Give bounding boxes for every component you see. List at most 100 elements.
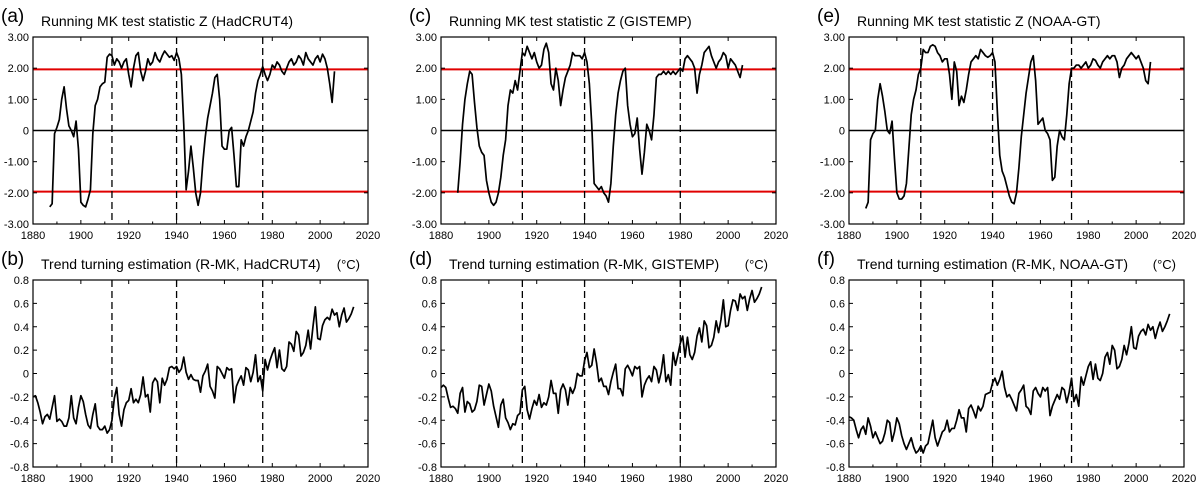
- x-tick-label: 1940: [164, 230, 188, 242]
- y-tick-label: 2.00: [8, 63, 29, 75]
- x-tick-label: 2000: [716, 230, 740, 242]
- panel-title: Trend turning estimation (R-MK, GISTEMP): [449, 256, 719, 272]
- y-tick-label: -0.4: [418, 415, 437, 427]
- x-tick-label: 1960: [620, 473, 644, 485]
- x-tick-label: 1920: [524, 473, 548, 485]
- plot-frame: [32, 279, 369, 468]
- y-tick-label: 0.4: [14, 322, 29, 334]
- unit-label: (°C): [1153, 257, 1176, 272]
- y-tick-label: -0.2: [826, 392, 845, 404]
- x-tick-label: 1880: [429, 473, 453, 485]
- y-tick-label: -3.00: [4, 219, 29, 231]
- y-tick-label: 1.00: [416, 94, 437, 106]
- y-tick-label: -0.4: [10, 415, 29, 427]
- x-tick-label: 1960: [212, 473, 236, 485]
- x-tick-label: 2000: [1124, 473, 1148, 485]
- panel-letter: (e): [817, 6, 840, 27]
- x-tick-label: 1980: [668, 473, 692, 485]
- x-tick-label: 1900: [885, 473, 909, 485]
- x-tick-label: 2020: [356, 230, 380, 242]
- x-tick-label: 1900: [477, 473, 501, 485]
- y-tick-label: -0.8: [10, 462, 29, 474]
- x-tick-label: 2000: [308, 230, 332, 242]
- plot-frame: [848, 36, 1185, 225]
- panel-d: (d) Trend turning estimation (R-MK, GISTE…: [409, 249, 788, 485]
- x-tick-label: 1880: [21, 473, 45, 485]
- panel-title: Running MK test statistic Z (HadCRUT4): [41, 13, 293, 29]
- plot-frame: [440, 279, 777, 468]
- y-tick-label: 0: [23, 126, 29, 138]
- panel-c: (c) Running MK test statistic Z (GISTEMP)…: [409, 6, 788, 242]
- y-tick-label: 3.00: [416, 32, 437, 44]
- y-tick-label: 2.00: [416, 63, 437, 75]
- y-tick-label: -3.00: [412, 219, 437, 231]
- panel-letter: (f): [817, 249, 835, 270]
- y-tick-label: 0.8: [14, 275, 29, 287]
- series-line: [440, 286, 763, 431]
- y-tick-label: 1.00: [8, 94, 29, 106]
- x-tick-label: 1960: [1028, 473, 1052, 485]
- x-tick-label: 1920: [932, 230, 956, 242]
- y-tick-label: 0.8: [830, 275, 845, 287]
- x-tick-label: 1920: [116, 230, 140, 242]
- x-tick-label: 1980: [260, 230, 284, 242]
- series-line: [49, 50, 336, 208]
- y-tick-label: 0.2: [14, 345, 29, 357]
- y-tick-label: -1.00: [820, 157, 845, 169]
- x-tick-label: 1880: [21, 230, 45, 242]
- y-tick-label: -2.00: [412, 188, 437, 200]
- series-line: [32, 306, 355, 434]
- x-tick-label: 1900: [477, 230, 501, 242]
- x-tick-label: 2020: [356, 473, 380, 485]
- y-tick-label: 3.00: [8, 32, 29, 44]
- plot-frame: [440, 36, 777, 225]
- x-tick-label: 1980: [260, 473, 284, 485]
- y-tick-label: -1.00: [412, 157, 437, 169]
- y-tick-label: 1.00: [824, 94, 845, 106]
- y-tick-label: -2.00: [4, 188, 29, 200]
- x-tick-label: 1900: [885, 230, 909, 242]
- unit-label: (°C): [745, 257, 768, 272]
- y-tick-label: 0.4: [830, 322, 845, 334]
- unit-label: (°C): [337, 257, 360, 272]
- series-line: [864, 43, 1152, 209]
- series-line: [456, 42, 744, 207]
- y-tick-label: -0.6: [418, 439, 437, 451]
- x-tick-label: 1980: [1076, 473, 1100, 485]
- series-line: [848, 313, 1171, 454]
- y-tick-label: 3.00: [824, 32, 845, 44]
- panel-letter: (c): [409, 6, 431, 27]
- x-tick-label: 1900: [69, 473, 93, 485]
- panel-f: (f) Trend turning estimation (R-MK, NOAA-…: [817, 249, 1196, 485]
- x-tick-label: 1880: [429, 230, 453, 242]
- panel-title: Running MK test statistic Z (GISTEMP): [449, 13, 692, 29]
- x-tick-label: 1900: [69, 230, 93, 242]
- x-tick-label: 1940: [164, 473, 188, 485]
- x-tick-label: 1960: [620, 230, 644, 242]
- plot-frame: [848, 279, 1185, 468]
- panel-b: (b) Trend turning estimation (R-MK, HadCR…: [1, 249, 380, 485]
- y-tick-label: -0.8: [826, 462, 845, 474]
- panel-e: (e) Running MK test statistic Z (NOAA-GT)…: [817, 6, 1196, 242]
- x-tick-label: 2020: [1172, 230, 1196, 242]
- x-tick-label: 2020: [764, 473, 788, 485]
- plot-frame: [32, 36, 369, 225]
- panel-title: Trend turning estimation (R-MK, HadCRUT4…: [41, 256, 321, 272]
- x-tick-label: 1940: [572, 473, 596, 485]
- x-tick-label: 1920: [116, 473, 140, 485]
- x-tick-label: 1980: [1076, 230, 1100, 242]
- x-tick-label: 2000: [308, 473, 332, 485]
- y-tick-label: 0.6: [422, 298, 437, 310]
- y-tick-label: 0: [431, 126, 437, 138]
- y-tick-label: 0.8: [422, 275, 437, 287]
- y-tick-label: 0.6: [830, 298, 845, 310]
- x-tick-label: 2020: [764, 230, 788, 242]
- x-tick-label: 2000: [716, 473, 740, 485]
- panel-title: Trend turning estimation (R-MK, NOAA-GT): [857, 256, 1128, 272]
- panel-a: (a) Running MK test statistic Z (HadCRUT4…: [1, 6, 380, 242]
- x-tick-label: 1880: [837, 473, 861, 485]
- y-tick-label: 2.00: [824, 63, 845, 75]
- x-tick-label: 2020: [1172, 473, 1196, 485]
- y-tick-label: -0.4: [826, 415, 845, 427]
